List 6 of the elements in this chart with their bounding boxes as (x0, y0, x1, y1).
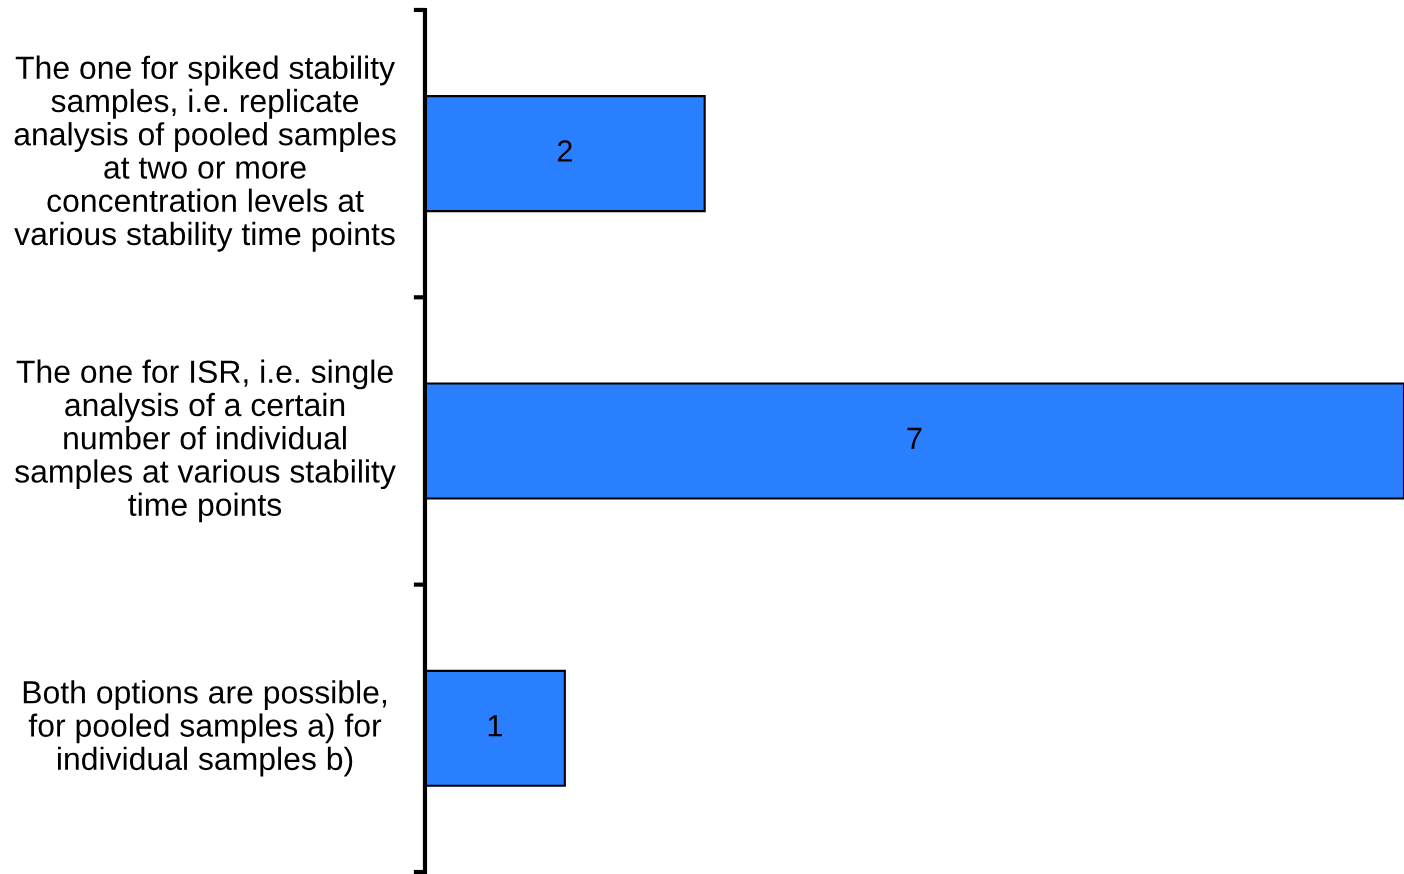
y-tick-label: The one for spiked stability samples, i.e. replicate analysis of pooled samples at two or more concentration levels at various stability time points (14, 55, 396, 252)
data-label: 1 (488, 715, 502, 737)
y-tick-label: Both options are possible, for pooled samples a) for individual samples b) (23, 680, 386, 777)
data-label: 2 (557, 140, 572, 162)
data-label: 7 (907, 427, 922, 449)
y-tick-label: The one for ISR, i.e. single analysis of a certain number of individual samples at various stability time points (15, 359, 396, 523)
